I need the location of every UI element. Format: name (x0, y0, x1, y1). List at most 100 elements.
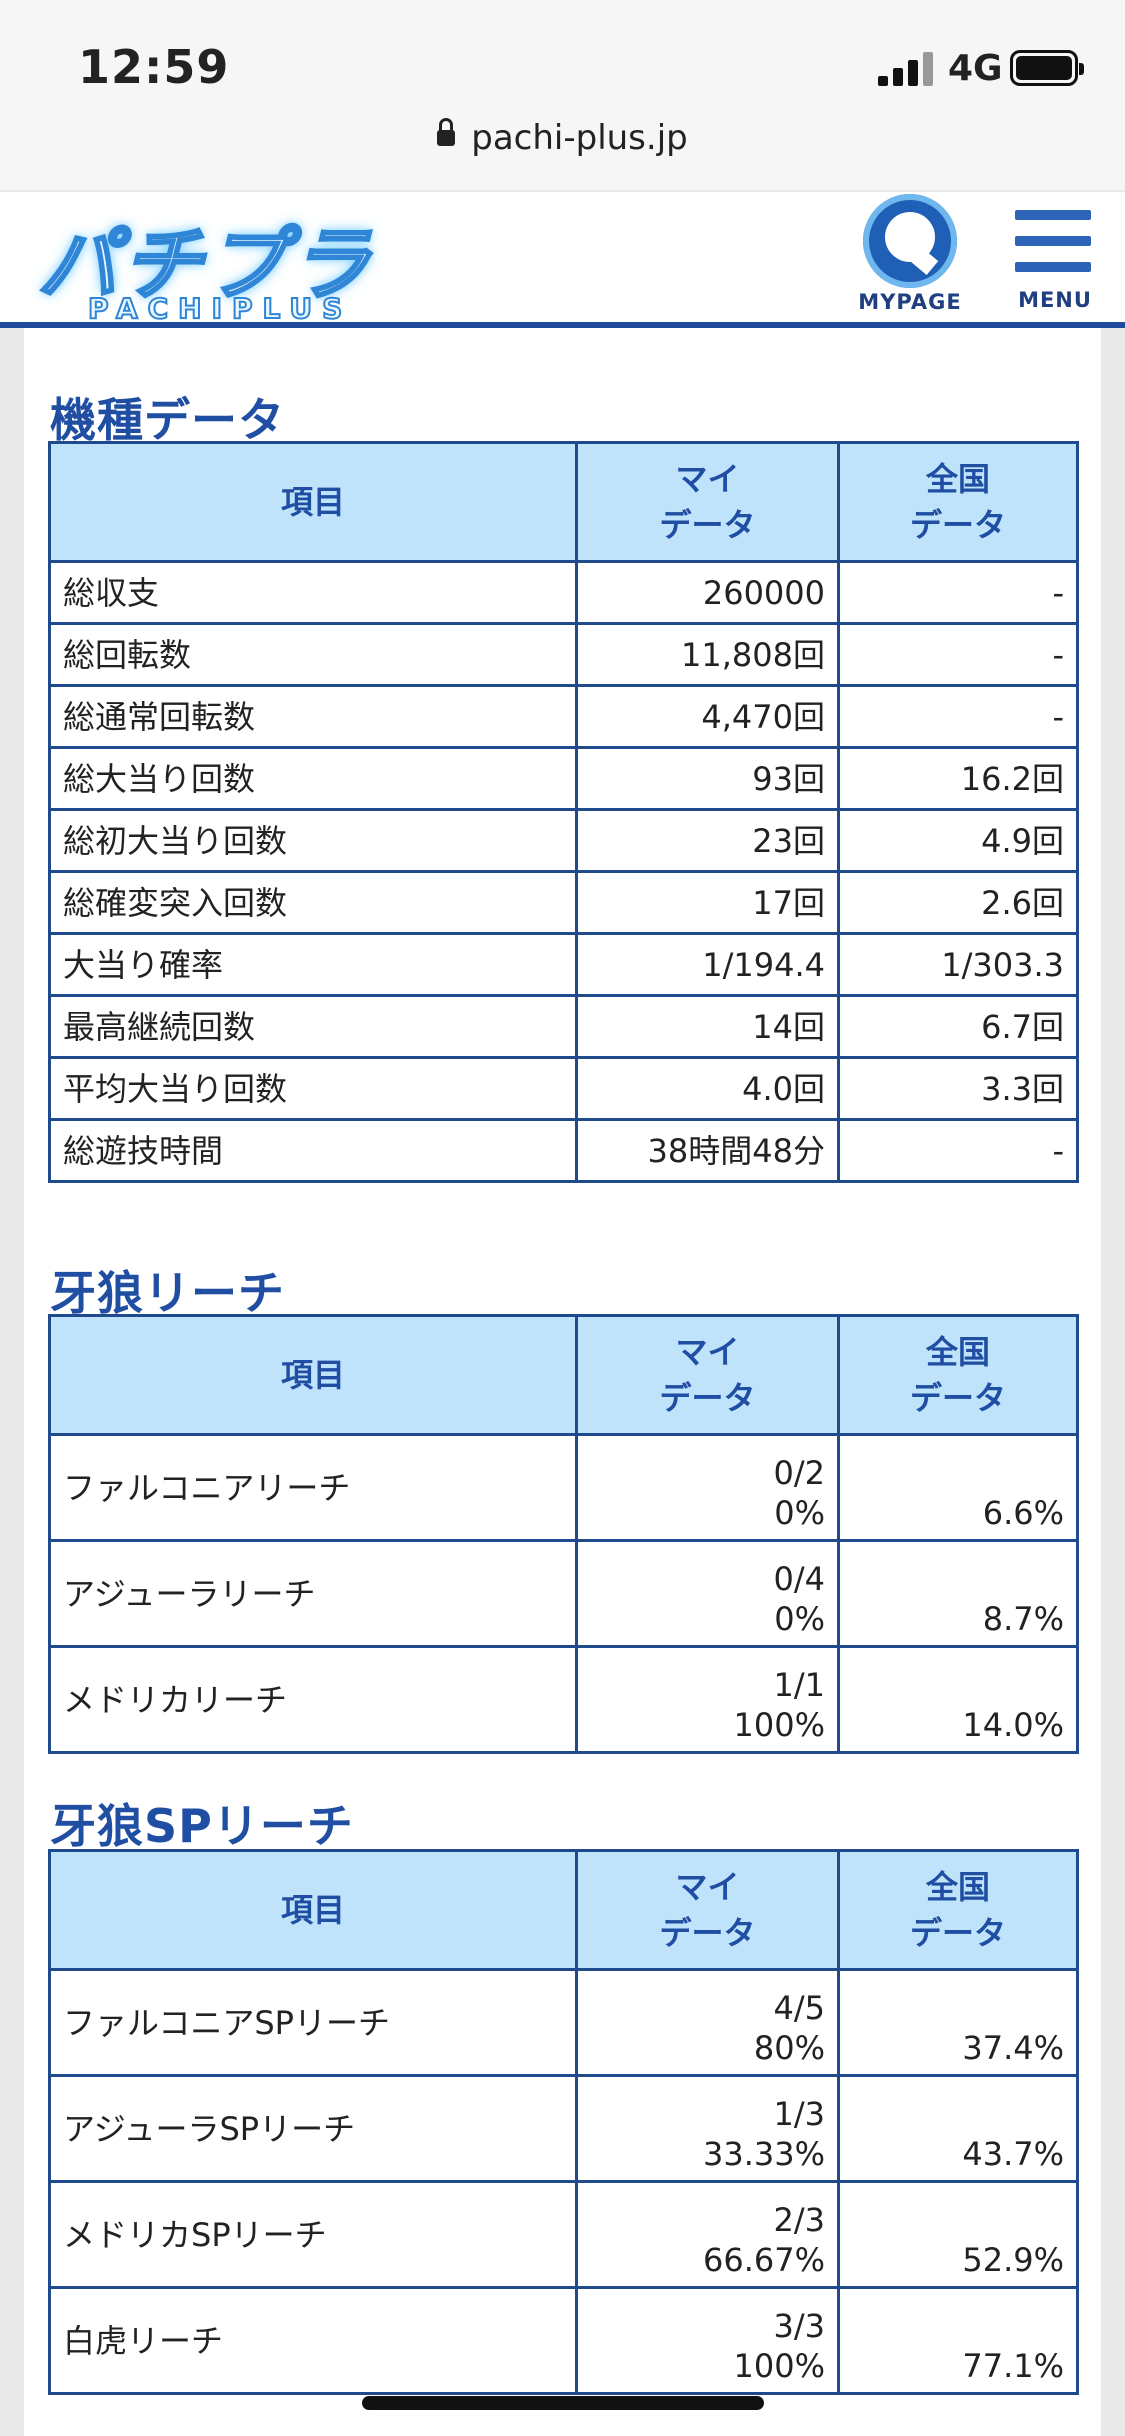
table-row: メドリカSPリーチ 2/3 66.67% 52.9% (48, 2180, 1079, 2289)
header-my-data: マイ データ (575, 1314, 840, 1436)
row-label: 平均大当り回数 (48, 1056, 578, 1121)
row-label: 最高継続回数 (48, 994, 578, 1059)
my-value: 23回 (575, 808, 840, 873)
table-row: 平均大当り回数 4.0回 3.3回 (48, 1056, 1079, 1121)
header-my-data: マイ データ (575, 1849, 840, 1971)
row-label: 総収支 (48, 560, 578, 625)
national-value: 37.4% (837, 1968, 1079, 2077)
row-label: アジューラSPリーチ (48, 2074, 578, 2183)
mypage-label: MYPAGE (858, 290, 962, 314)
table-row: 総初大当り回数 23回 4.9回 (48, 808, 1079, 873)
my-value: 1/3 33.33% (575, 2074, 840, 2183)
status-bar: 12:59 4G (0, 0, 1125, 130)
row-label: 総遊技時間 (48, 1118, 578, 1183)
row-label: 総確変突入回数 (48, 870, 578, 935)
address-bar[interactable]: pachi-plus.jp (0, 110, 1125, 190)
row-label: 総初大当り回数 (48, 808, 578, 873)
row-label: 総回転数 (48, 622, 578, 687)
row-label: 総通常回転数 (48, 684, 578, 749)
national-value: - (837, 622, 1079, 687)
row-label: ファルコニアSPリーチ (48, 1968, 578, 2077)
header-item: 項目 (48, 1314, 578, 1436)
section-title-machine-data: 機種データ (50, 393, 285, 447)
url-display[interactable]: pachi-plus.jp (0, 117, 1125, 158)
national-value: 6.6% (837, 1433, 1079, 1542)
table-row: 総収支 260000- (48, 560, 1079, 625)
my-value: 17回 (575, 870, 840, 935)
header-my-data: マイ データ (575, 441, 840, 563)
table-row: 総大当り回数 93回 16.2回 (48, 746, 1079, 811)
status-time: 12:59 (78, 40, 230, 94)
row-label: 総大当り回数 (48, 746, 578, 811)
menu-button[interactable]: MENU (1005, 210, 1105, 320)
search-magnifier-icon (863, 194, 957, 288)
national-value: 1/303.3 (837, 932, 1079, 997)
national-value: 77.1% (837, 2286, 1079, 2395)
header-item: 項目 (48, 1849, 578, 1971)
row-label: メドリカリーチ (48, 1645, 578, 1754)
table-row: 白虎リーチ 3/3 100% 77.1% (48, 2286, 1079, 2395)
battery-icon (1010, 50, 1084, 86)
logo-sub-text: PACHIPLUS (87, 291, 353, 326)
row-label: メドリカSPリーチ (48, 2180, 578, 2289)
row-label: ファルコニアリーチ (48, 1433, 578, 1542)
section-title-garo-sp-reach: 牙狼SPリーチ (50, 1799, 354, 1853)
my-value: 2/3 66.67% (575, 2180, 840, 2289)
table-row: 総確変突入回数 17回 2.6回 (48, 870, 1079, 935)
national-value: - (837, 560, 1079, 625)
url-text: pachi-plus.jp (471, 118, 688, 158)
home-indicator[interactable] (362, 2396, 764, 2410)
row-label: アジューラリーチ (48, 1539, 578, 1648)
site-logo[interactable]: パチプラス PACHIPLUS (30, 200, 430, 429)
table-header-row: 項目 マイ データ 全国 データ (48, 441, 1079, 563)
table-row: アジューラリーチ 0/4 0% 8.7% (48, 1539, 1079, 1648)
header-national-data: 全国 データ (837, 1314, 1079, 1436)
table-row: ファルコニアSPリーチ 4/5 80% 37.4% (48, 1968, 1079, 2077)
my-value: 3/3 100% (575, 2286, 840, 2395)
my-value: 93回 (575, 746, 840, 811)
table-row: 総遊技時間 38時間48分 - (48, 1118, 1079, 1183)
table-row: 最高継続回数 14回 6.7回 (48, 994, 1079, 1059)
my-value: 260000 (575, 560, 840, 625)
table-row: アジューラSPリーチ 1/3 33.33% 43.7% (48, 2074, 1079, 2183)
my-value: 4/5 80% (575, 1968, 840, 2077)
national-value: - (837, 1118, 1079, 1183)
header-national-data: 全国 データ (837, 441, 1079, 563)
network-type: 4G (948, 48, 1003, 89)
hamburger-menu-icon (1015, 210, 1091, 280)
garo-sp-reach-table: 項目 マイ データ 全国 データ ファルコニアSPリーチ 4/5 80% 37.4% アジ… (48, 1849, 1079, 2395)
table-header-row: 項目 マイ データ 全国 データ (48, 1849, 1079, 1971)
my-value: 0/4 0% (575, 1539, 840, 1648)
my-value: 4.0回 (575, 1056, 840, 1121)
row-label: 大当り確率 (48, 932, 578, 997)
national-value: 14.0% (837, 1645, 1079, 1754)
national-value: 4.9回 (837, 808, 1079, 873)
national-value: 8.7% (837, 1539, 1079, 1648)
my-value: 4,470回 (575, 684, 840, 749)
table-row: 大当り確率 1/194.4 1/303.3 (48, 932, 1079, 997)
my-value: 14回 (575, 994, 840, 1059)
signal-icon (878, 50, 934, 86)
row-label: 白虎リーチ (48, 2286, 578, 2395)
main-content: 機種データ 項目 マイ データ 全国 データ 総収支 260000- 総回転数 11,8… (24, 328, 1101, 2436)
my-value: 11,808回 (575, 622, 840, 687)
national-value: 2.6回 (837, 870, 1079, 935)
my-value: 1/194.4 (575, 932, 840, 997)
garo-reach-table: 項目 マイ データ 全国 データ ファルコニアリーチ 0/2 0% 6.6% アジューラリ… (48, 1314, 1079, 1754)
my-value: 0/2 0% (575, 1433, 840, 1542)
machine-data-table: 項目 マイ データ 全国 データ 総収支 260000- 総回転数 11,808回 - 総… (48, 441, 1079, 1183)
table-header-row: 項目 マイ データ 全国 データ (48, 1314, 1079, 1436)
header-item: 項目 (48, 441, 578, 563)
section-title-garo-reach: 牙狼リーチ (50, 1266, 285, 1320)
table-row: メドリカリーチ 1/1 100% 14.0% (48, 1645, 1079, 1754)
my-value: 38時間48分 (575, 1118, 840, 1183)
national-value: 6.7回 (837, 994, 1079, 1059)
menu-label: MENU (1018, 288, 1092, 312)
site-header: パチプラス PACHIPLUS MYPAGE MENU (0, 192, 1125, 429)
national-value: 43.7% (837, 2074, 1079, 2183)
national-value: 52.9% (837, 2180, 1079, 2289)
header-national-data: 全国 データ (837, 1849, 1079, 1971)
mypage-button[interactable]: MYPAGE (855, 194, 965, 314)
national-value: 16.2回 (837, 746, 1079, 811)
table-row: 総通常回転数 4,470回 - (48, 684, 1079, 749)
